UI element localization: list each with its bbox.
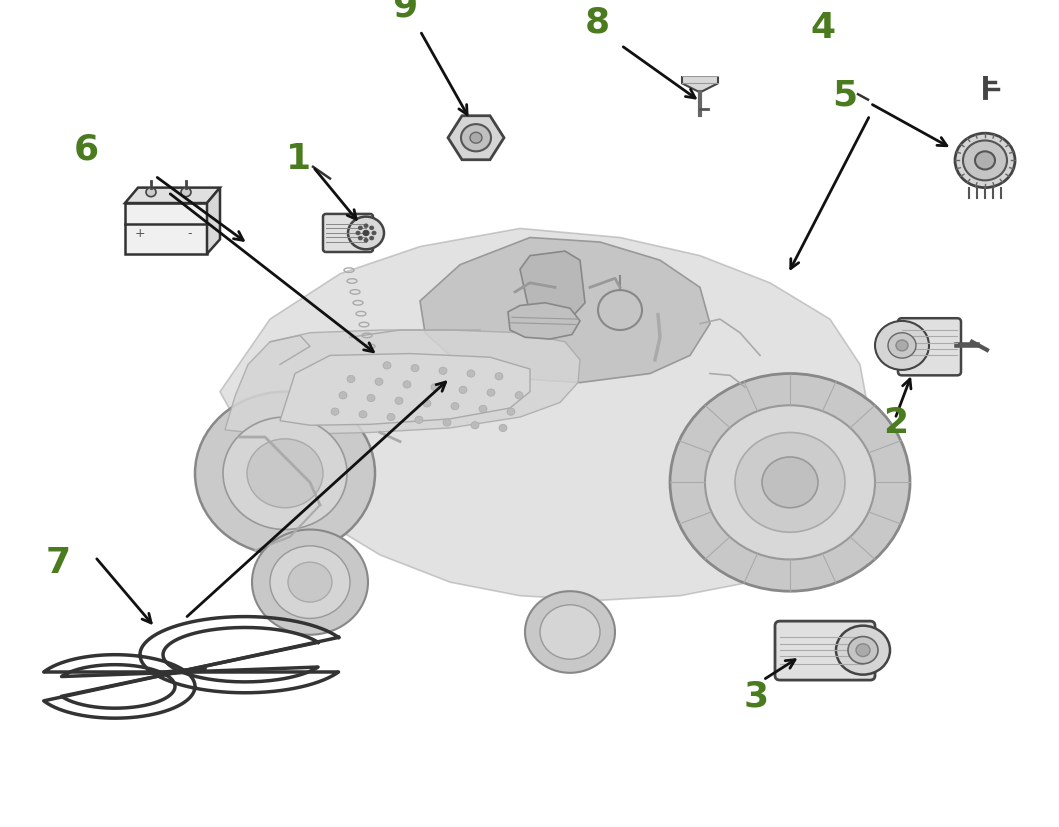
Circle shape: [331, 409, 339, 416]
Circle shape: [370, 237, 374, 241]
Text: -: -: [187, 227, 193, 239]
Circle shape: [461, 125, 491, 152]
Circle shape: [451, 403, 459, 410]
Text: 5: 5: [832, 78, 858, 112]
Circle shape: [358, 237, 363, 241]
Circle shape: [363, 224, 369, 229]
Circle shape: [507, 409, 515, 416]
Polygon shape: [207, 189, 220, 255]
Polygon shape: [420, 238, 710, 383]
Polygon shape: [220, 229, 870, 600]
Circle shape: [495, 373, 503, 380]
Text: 2: 2: [883, 405, 909, 439]
Circle shape: [423, 400, 431, 408]
Circle shape: [889, 333, 916, 359]
Circle shape: [270, 546, 351, 619]
Circle shape: [356, 232, 360, 236]
Circle shape: [395, 398, 403, 405]
Circle shape: [372, 232, 377, 236]
Circle shape: [383, 362, 391, 370]
Polygon shape: [280, 354, 530, 426]
FancyBboxPatch shape: [775, 621, 875, 681]
Circle shape: [875, 322, 929, 370]
Circle shape: [367, 395, 375, 402]
Circle shape: [735, 433, 845, 533]
Circle shape: [223, 418, 347, 530]
Circle shape: [431, 384, 439, 391]
Circle shape: [363, 239, 369, 243]
Circle shape: [525, 591, 615, 673]
Text: +: +: [134, 227, 145, 239]
Text: 8: 8: [585, 6, 610, 40]
Circle shape: [836, 626, 890, 675]
Circle shape: [439, 368, 447, 375]
Circle shape: [479, 406, 487, 413]
Circle shape: [288, 562, 333, 602]
Text: 9: 9: [393, 0, 417, 23]
Circle shape: [181, 189, 191, 198]
Circle shape: [348, 218, 384, 250]
Circle shape: [762, 457, 818, 508]
Circle shape: [358, 227, 363, 231]
Text: 4: 4: [810, 11, 836, 45]
Polygon shape: [508, 304, 580, 340]
FancyBboxPatch shape: [898, 319, 961, 376]
Circle shape: [443, 419, 451, 427]
Circle shape: [195, 392, 375, 555]
Circle shape: [955, 134, 1015, 189]
Circle shape: [411, 365, 419, 372]
Polygon shape: [125, 203, 207, 255]
Circle shape: [487, 390, 495, 397]
Circle shape: [896, 341, 908, 351]
Circle shape: [467, 370, 475, 378]
Circle shape: [387, 414, 395, 421]
Circle shape: [540, 605, 600, 659]
FancyBboxPatch shape: [323, 215, 373, 253]
Text: 1: 1: [286, 141, 311, 175]
Circle shape: [470, 133, 482, 144]
Circle shape: [705, 406, 875, 560]
Text: 7: 7: [46, 546, 71, 580]
Circle shape: [963, 141, 1007, 181]
Circle shape: [499, 425, 507, 432]
Text: 6: 6: [73, 132, 98, 166]
Circle shape: [670, 374, 910, 591]
Polygon shape: [682, 59, 718, 93]
Polygon shape: [520, 251, 585, 324]
Polygon shape: [225, 331, 580, 435]
Circle shape: [347, 376, 355, 383]
Circle shape: [339, 392, 347, 399]
Circle shape: [252, 530, 367, 635]
Circle shape: [403, 381, 411, 389]
Circle shape: [848, 637, 878, 664]
Circle shape: [362, 231, 370, 237]
Circle shape: [856, 644, 870, 657]
Circle shape: [375, 379, 383, 386]
Circle shape: [370, 227, 374, 231]
Circle shape: [515, 392, 523, 399]
Circle shape: [247, 439, 323, 508]
Circle shape: [459, 387, 467, 394]
Text: 3: 3: [743, 679, 769, 713]
Circle shape: [415, 417, 423, 424]
Polygon shape: [448, 117, 504, 160]
Circle shape: [146, 189, 156, 198]
Circle shape: [471, 422, 479, 429]
Polygon shape: [125, 189, 220, 203]
Circle shape: [975, 152, 995, 170]
Circle shape: [359, 411, 367, 418]
